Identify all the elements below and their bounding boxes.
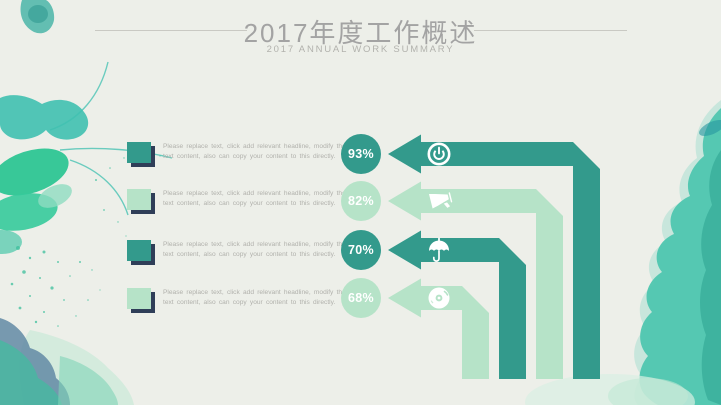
arrow-shape-1 — [388, 134, 600, 379]
watercolor-left-foliage — [0, 61, 173, 327]
row-description: Please replace text, click add relevant … — [163, 288, 346, 307]
title-divider-left — [95, 30, 247, 31]
watercolor-right-blob — [525, 100, 721, 405]
bullet-square-group — [127, 189, 156, 215]
row-description-line: Please replace text, click add relevant … — [163, 241, 346, 248]
row-description-line: text content, also can copy your content… — [163, 298, 336, 306]
percent-badge: 82% — [341, 181, 381, 221]
percent-badge: 93% — [341, 134, 381, 174]
arrow-shape-2 — [388, 181, 563, 379]
row-description-line: text content, also can copy your content… — [163, 199, 336, 207]
page-title: 2017年度工作概述 — [243, 18, 478, 48]
bullet-square — [127, 240, 151, 261]
disc-icon — [428, 287, 450, 309]
watercolor-top-left-blob — [20, 0, 55, 34]
percent-badge: 68% — [341, 278, 381, 318]
row-description-line: Please replace text, click add relevant … — [163, 289, 346, 296]
row-description-line: text content, also can copy your content… — [163, 250, 336, 258]
bullet-square-group — [127, 288, 156, 314]
row-description-line: Please replace text, click add relevant … — [163, 143, 346, 150]
row-description: Please replace text, click add relevant … — [163, 142, 346, 161]
arrow-shape-4 — [388, 278, 489, 379]
row-description-line: text content, also can copy your content… — [163, 152, 336, 160]
row-description: Please replace text, click add relevant … — [163, 240, 346, 259]
page-subtitle: 2017 ANNUAL WORK SUMMARY — [266, 44, 455, 55]
title-divider-right — [474, 30, 627, 31]
row-description-line: Please replace text, click add relevant … — [163, 190, 346, 197]
watercolor-bottom-left — [0, 318, 134, 405]
arrow-shape-3 — [388, 230, 526, 379]
bullet-square — [127, 142, 151, 163]
row-description: Please replace text, click add relevant … — [163, 189, 346, 208]
power-icon — [427, 142, 451, 166]
bullet-square — [127, 288, 151, 309]
bullet-square-group — [127, 142, 156, 168]
umbrella-icon — [429, 237, 449, 262]
percent-badge: 70% — [341, 230, 381, 270]
watercolor-splatter-dots — [10, 151, 161, 327]
megaphone-icon — [428, 192, 453, 209]
bullet-square-group — [127, 240, 156, 266]
bullet-square — [127, 189, 151, 210]
